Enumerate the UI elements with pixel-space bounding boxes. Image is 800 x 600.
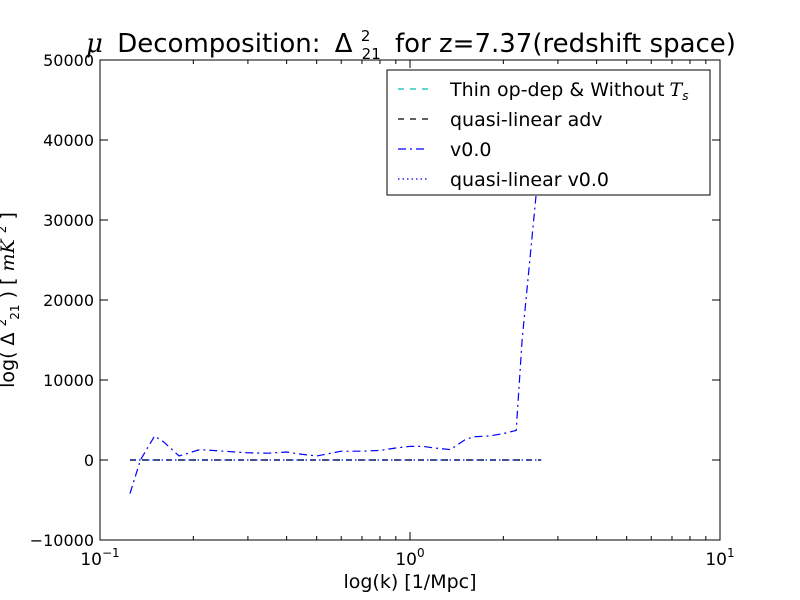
y-label-unit: mK bbox=[0, 237, 19, 271]
y-label-sub: 21 bbox=[8, 304, 22, 319]
x-tick-label: 10−1 bbox=[80, 546, 119, 570]
y-tick-label: 50000 bbox=[43, 51, 94, 70]
x-tick-label: 101 bbox=[705, 546, 734, 570]
axis-ticks: −10000 0 10000 20000 30000 40000 50000 10−1 100 1… bbox=[30, 51, 735, 570]
legend-label-3: quasi-linear v0.0 bbox=[450, 169, 609, 191]
title-sup: 2 bbox=[361, 27, 371, 45]
title-symbol: Δ bbox=[335, 29, 353, 59]
y-axis-label: log( Δ 2 21 ) [ mK 2 ] bbox=[0, 212, 24, 388]
title-suffix: for z=7.37(redshift space) bbox=[395, 29, 736, 59]
legend-box bbox=[386, 69, 711, 196]
y-label-suffix: ] bbox=[0, 212, 19, 219]
x-axis-label: log(k) [1/Mpc] bbox=[343, 571, 476, 593]
y-tick-label: −10000 bbox=[30, 531, 94, 550]
y-tick-label: 20000 bbox=[43, 291, 94, 310]
legend: Thin op-dep & Without Ts quasi-linear adv v… bbox=[386, 69, 711, 196]
legend-label-1: quasi-linear adv bbox=[450, 109, 603, 131]
y-label-prefix: log( bbox=[0, 352, 19, 388]
y-label-symbol: Δ bbox=[0, 332, 19, 345]
series-line-2 bbox=[129, 195, 537, 494]
y-label-unit-sup: 2 bbox=[0, 226, 9, 234]
y-tick-label: 40000 bbox=[43, 131, 94, 150]
y-tick-label: 10000 bbox=[43, 371, 94, 390]
title-main: Decomposition: bbox=[117, 29, 320, 59]
y-tick-label: 0 bbox=[84, 451, 94, 470]
data-series bbox=[129, 195, 542, 494]
x-tick-label: 100 bbox=[395, 546, 424, 570]
legend-label-0: Thin op-dep & Without Ts bbox=[449, 79, 688, 103]
y-label-mid: ) [ bbox=[0, 278, 19, 299]
chart-title: μ Decomposition: Δ 2 21 for z=7.37(redsh… bbox=[86, 18, 736, 66]
title-prefix: μ bbox=[86, 29, 103, 59]
y-label-sup: 2 bbox=[0, 319, 9, 327]
title-sub: 21 bbox=[362, 45, 381, 63]
y-tick-label: 30000 bbox=[43, 211, 94, 230]
legend-label-2: v0.0 bbox=[450, 139, 491, 161]
